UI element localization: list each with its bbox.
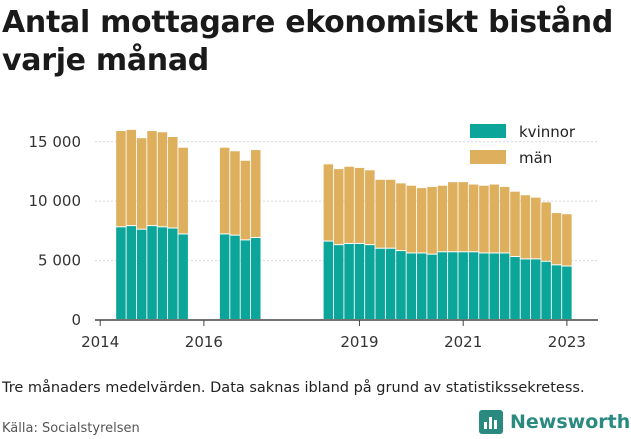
bar-segment-kvinnor: [136, 229, 147, 319]
brand-name: Newsworthy: [510, 411, 631, 433]
x-tick-label: 2016: [185, 333, 223, 351]
bar-segment-kvinnor: [406, 253, 417, 319]
bar-segment-man: [157, 132, 168, 227]
bar-segment-man: [541, 202, 551, 261]
y-tick-label: 5 000: [38, 252, 81, 270]
bar-segment-man: [116, 131, 126, 227]
bar-segment-man: [251, 150, 261, 238]
x-tick-label: 2021: [444, 333, 482, 351]
bar-segment-kvinnor: [468, 252, 479, 319]
bar-segment-man: [385, 179, 396, 248]
bar-segment-man: [562, 214, 572, 266]
bar-segment-man: [427, 186, 437, 254]
bar-segment-kvinnor: [354, 243, 365, 319]
bar-segment-man: [479, 185, 489, 253]
bar-segment-kvinnor: [551, 265, 562, 319]
x-tick-label: 2014: [81, 333, 119, 351]
bar-segment-man: [365, 170, 375, 245]
bar-segment-man: [406, 185, 417, 253]
bar-segment-kvinnor: [396, 251, 406, 319]
bar-segment-kvinnor: [323, 241, 334, 319]
bar-segment-man: [230, 151, 240, 235]
bar-segment-kvinnor: [510, 257, 520, 319]
bar-segment-kvinnor: [489, 253, 500, 319]
y-tick-label: 0: [71, 311, 81, 329]
bar-segment-kvinnor: [157, 227, 168, 319]
bar-segment-kvinnor: [168, 228, 178, 319]
axes: 0 5 000 10 000 15 000 2014 2016 2019 2021 2023: [29, 133, 598, 351]
bar-segment-man: [219, 147, 230, 234]
bar-segment-man: [468, 184, 479, 252]
bar-segment-man: [240, 160, 251, 240]
bar-segment-kvinnor: [562, 266, 572, 319]
source-credit: Källa: Socialstyrelsen: [2, 421, 140, 436]
legend-label-man: män: [519, 149, 552, 167]
bar-segment-kvinnor: [531, 259, 541, 319]
x-tick-label: 2023: [548, 333, 586, 351]
chart-note: Tre månaders medelvärden. Data saknas ib…: [2, 380, 585, 396]
bar-segment-man: [344, 166, 354, 243]
bar-segment-man: [510, 191, 520, 257]
bar-segment-kvinnor: [479, 253, 489, 319]
bar-segment-man: [416, 188, 427, 253]
bar-segment-kvinnor: [375, 248, 385, 319]
bar-segment-kvinnor: [251, 238, 261, 319]
bar-segment-kvinnor: [230, 235, 240, 319]
bar-segment-kvinnor: [240, 240, 251, 319]
bar-segment-kvinnor: [126, 226, 137, 319]
bar-segment-kvinnor: [541, 261, 551, 319]
bar-segment-man: [168, 137, 178, 228]
bar-segment-kvinnor: [344, 243, 354, 319]
bar-segment-man: [333, 169, 344, 245]
bar-segment-man: [458, 182, 468, 252]
legend: kvinnor män: [470, 123, 576, 167]
bar-segment-man: [437, 185, 448, 252]
y-tick-label: 10 000: [29, 192, 82, 210]
bar-segment-man: [178, 147, 188, 234]
bar-segment-man: [396, 183, 406, 251]
bar-segment-kvinnor: [520, 259, 531, 319]
bar-segment-man: [354, 167, 365, 243]
legend-swatch-kvinnor: [470, 124, 506, 138]
bar-segment-kvinnor: [458, 252, 468, 319]
bar-segment-kvinnor: [427, 254, 437, 319]
bar-segment-man: [375, 179, 385, 248]
bar-segment-man: [489, 184, 500, 253]
bar-segment-man: [551, 213, 562, 265]
bar-segment-man: [520, 195, 531, 259]
bar-segment-kvinnor: [116, 227, 126, 319]
bar-segment-kvinnor: [365, 245, 375, 319]
bar-segment-man: [136, 138, 147, 229]
bar-segment-kvinnor: [178, 234, 188, 319]
bar-segment-kvinnor: [333, 245, 344, 319]
legend-label-kvinnor: kvinnor: [519, 123, 576, 141]
bar-segment-man: [147, 131, 157, 226]
newsworthy-logo-icon: [479, 410, 503, 434]
bar-segment-man: [531, 197, 541, 259]
bar-segment-kvinnor: [385, 248, 396, 319]
bar-segment-kvinnor: [219, 234, 230, 319]
bar-segment-man: [499, 186, 510, 253]
y-tick-label: 15 000: [29, 133, 82, 151]
bar-segment-man: [126, 129, 137, 226]
bar-segment-kvinnor: [448, 252, 458, 319]
bar-segment-kvinnor: [416, 253, 427, 319]
chart-title: Antal mottagare ekonomiskt bistånd varje…: [2, 5, 614, 78]
bar-segment-man: [323, 164, 334, 241]
bar-segment-kvinnor: [147, 226, 157, 319]
x-tick-label: 2019: [340, 333, 378, 351]
newsworthy-brand[interactable]: Newsworthy: [478, 408, 631, 436]
bars: [116, 129, 572, 319]
legend-swatch-man: [470, 150, 506, 164]
bar-segment-kvinnor: [437, 252, 448, 319]
bar-segment-man: [448, 182, 458, 252]
bar-segment-kvinnor: [499, 253, 510, 319]
